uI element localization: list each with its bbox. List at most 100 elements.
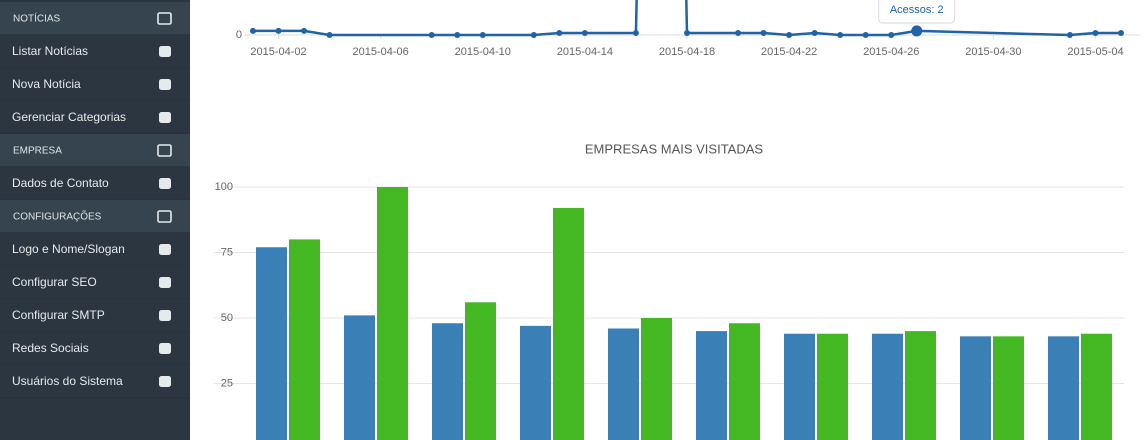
menu-icon: [159, 244, 171, 255]
menu-icon: [159, 277, 171, 288]
bar[interactable]: [1081, 333, 1112, 440]
bar[interactable]: [432, 323, 463, 440]
point[interactable]: [1066, 32, 1073, 38]
menu-label: Redes Sociais: [12, 341, 89, 355]
bar[interactable]: [608, 328, 639, 440]
menu-label: Listar Notícias: [12, 44, 88, 58]
bar[interactable]: [872, 333, 903, 440]
section-icon: [157, 144, 172, 157]
menu-icon: [159, 376, 171, 387]
point[interactable]: [556, 29, 563, 36]
bar[interactable]: [993, 336, 1024, 440]
menu-item-bg: [0, 332, 190, 365]
bar[interactable]: [696, 331, 727, 440]
menu-item[interactable]: Redes Sociais: [0, 332, 190, 366]
point[interactable]: [735, 29, 742, 36]
section-title: EMPRESA: [13, 146, 62, 157]
menu-item[interactable]: Usuários do Sistema: [0, 365, 190, 399]
y-tick-label: 75: [221, 246, 233, 258]
menu-item-bg: [0, 101, 190, 134]
menu-label: Usuários do Sistema: [12, 374, 123, 388]
menu-icon: [159, 178, 171, 189]
section-icon: [157, 12, 172, 25]
point[interactable]: [1092, 29, 1099, 36]
menu-item-bg: [0, 299, 190, 332]
x-tick-label: 2015-04-10: [455, 46, 511, 58]
point[interactable]: [632, 29, 639, 36]
point[interactable]: [911, 25, 923, 37]
menu-label: Nova Notícia: [12, 77, 81, 91]
point[interactable]: [479, 32, 486, 38]
point[interactable]: [428, 32, 435, 38]
menu-label: Configurar SEO: [12, 275, 97, 289]
menu-label: Dados de Contato: [12, 176, 109, 190]
section-title: CONFIGURAÇÕES: [13, 210, 102, 223]
point[interactable]: [530, 32, 537, 38]
menu-item-bg: [0, 35, 190, 68]
menu-item[interactable]: Logo e Nome/Slogan: [0, 233, 190, 267]
tooltip-box: [878, 0, 956, 24]
bar[interactable]: [960, 336, 991, 440]
bar[interactable]: [729, 323, 760, 440]
x-tick-label: 2015-04-06: [353, 46, 409, 58]
menu-item[interactable]: Listar Notícias: [0, 35, 190, 69]
bar[interactable]: [344, 315, 375, 440]
line: [253, 0, 1121, 37]
bar[interactable]: [289, 239, 320, 440]
point[interactable]: [684, 29, 690, 36]
point[interactable]: [581, 29, 588, 36]
y-tick-label: 25: [221, 377, 233, 389]
point[interactable]: [1118, 29, 1124, 36]
bar[interactable]: [553, 207, 584, 440]
menu-label: Logo e Nome/Slogan: [12, 242, 125, 256]
bar[interactable]: [465, 302, 496, 440]
menu-item[interactable]: Configurar SMTP: [0, 299, 190, 333]
menu-item-bg: [0, 167, 190, 200]
x-tick-label: 2015-04-22: [761, 46, 817, 58]
bar[interactable]: [377, 187, 408, 440]
point[interactable]: [250, 27, 256, 34]
point[interactable]: [301, 27, 308, 34]
menu-item[interactable]: Configurar SEO: [0, 266, 190, 300]
point[interactable]: [326, 32, 333, 38]
sidebar: NOTÍCIAS Listar Notícias Nova Notícia Geren…: [0, 2, 190, 399]
menu-item[interactable]: Nova Notícia: [0, 68, 190, 102]
bar[interactable]: [1048, 336, 1079, 440]
bar[interactable]: [256, 247, 287, 440]
point[interactable]: [786, 32, 793, 38]
x-tick-label: 2015-04-26: [863, 46, 919, 58]
point[interactable]: [837, 32, 844, 38]
menu-item[interactable]: Dados de Contato: [0, 167, 190, 201]
bar[interactable]: [817, 333, 848, 440]
menu-icon: [159, 79, 171, 90]
point[interactable]: [760, 29, 767, 36]
bar[interactable]: [905, 331, 936, 440]
menu-label: Configurar SMTP: [12, 308, 105, 322]
point[interactable]: [862, 32, 869, 38]
menu-item-bg: [0, 68, 190, 101]
x-tick-label: 2015-04-18: [659, 46, 715, 58]
menu-item[interactable]: Gerenciar Categorias: [0, 101, 190, 135]
bar[interactable]: [520, 325, 551, 440]
section-title: NOTÍCIAS: [13, 12, 61, 25]
point[interactable]: [454, 32, 461, 38]
section-icon: [157, 210, 172, 223]
point[interactable]: [811, 29, 818, 36]
menu-icon: [159, 112, 171, 123]
point[interactable]: [888, 32, 895, 38]
y-tick-label: 100: [215, 181, 233, 193]
charts: 0 2015-04-02 2015-04-06 2015-04-10 2015-04-1…: [214, 0, 1140, 440]
chart-title: EMPRESAS MAIS VISITADAS: [585, 141, 764, 156]
bar[interactable]: [784, 333, 815, 440]
bar[interactable]: [641, 318, 672, 440]
menu-item-bg: [0, 266, 190, 299]
tooltip-text: Acessos: 2: [890, 4, 944, 16]
point[interactable]: [275, 27, 282, 34]
x-tick-label: 2015-04-30: [965, 46, 1021, 58]
menu-icon: [159, 46, 171, 57]
menu-item-bg: [0, 365, 190, 398]
x-tick-label: 2015-04-02: [250, 46, 306, 58]
menu-icon: [159, 343, 171, 354]
